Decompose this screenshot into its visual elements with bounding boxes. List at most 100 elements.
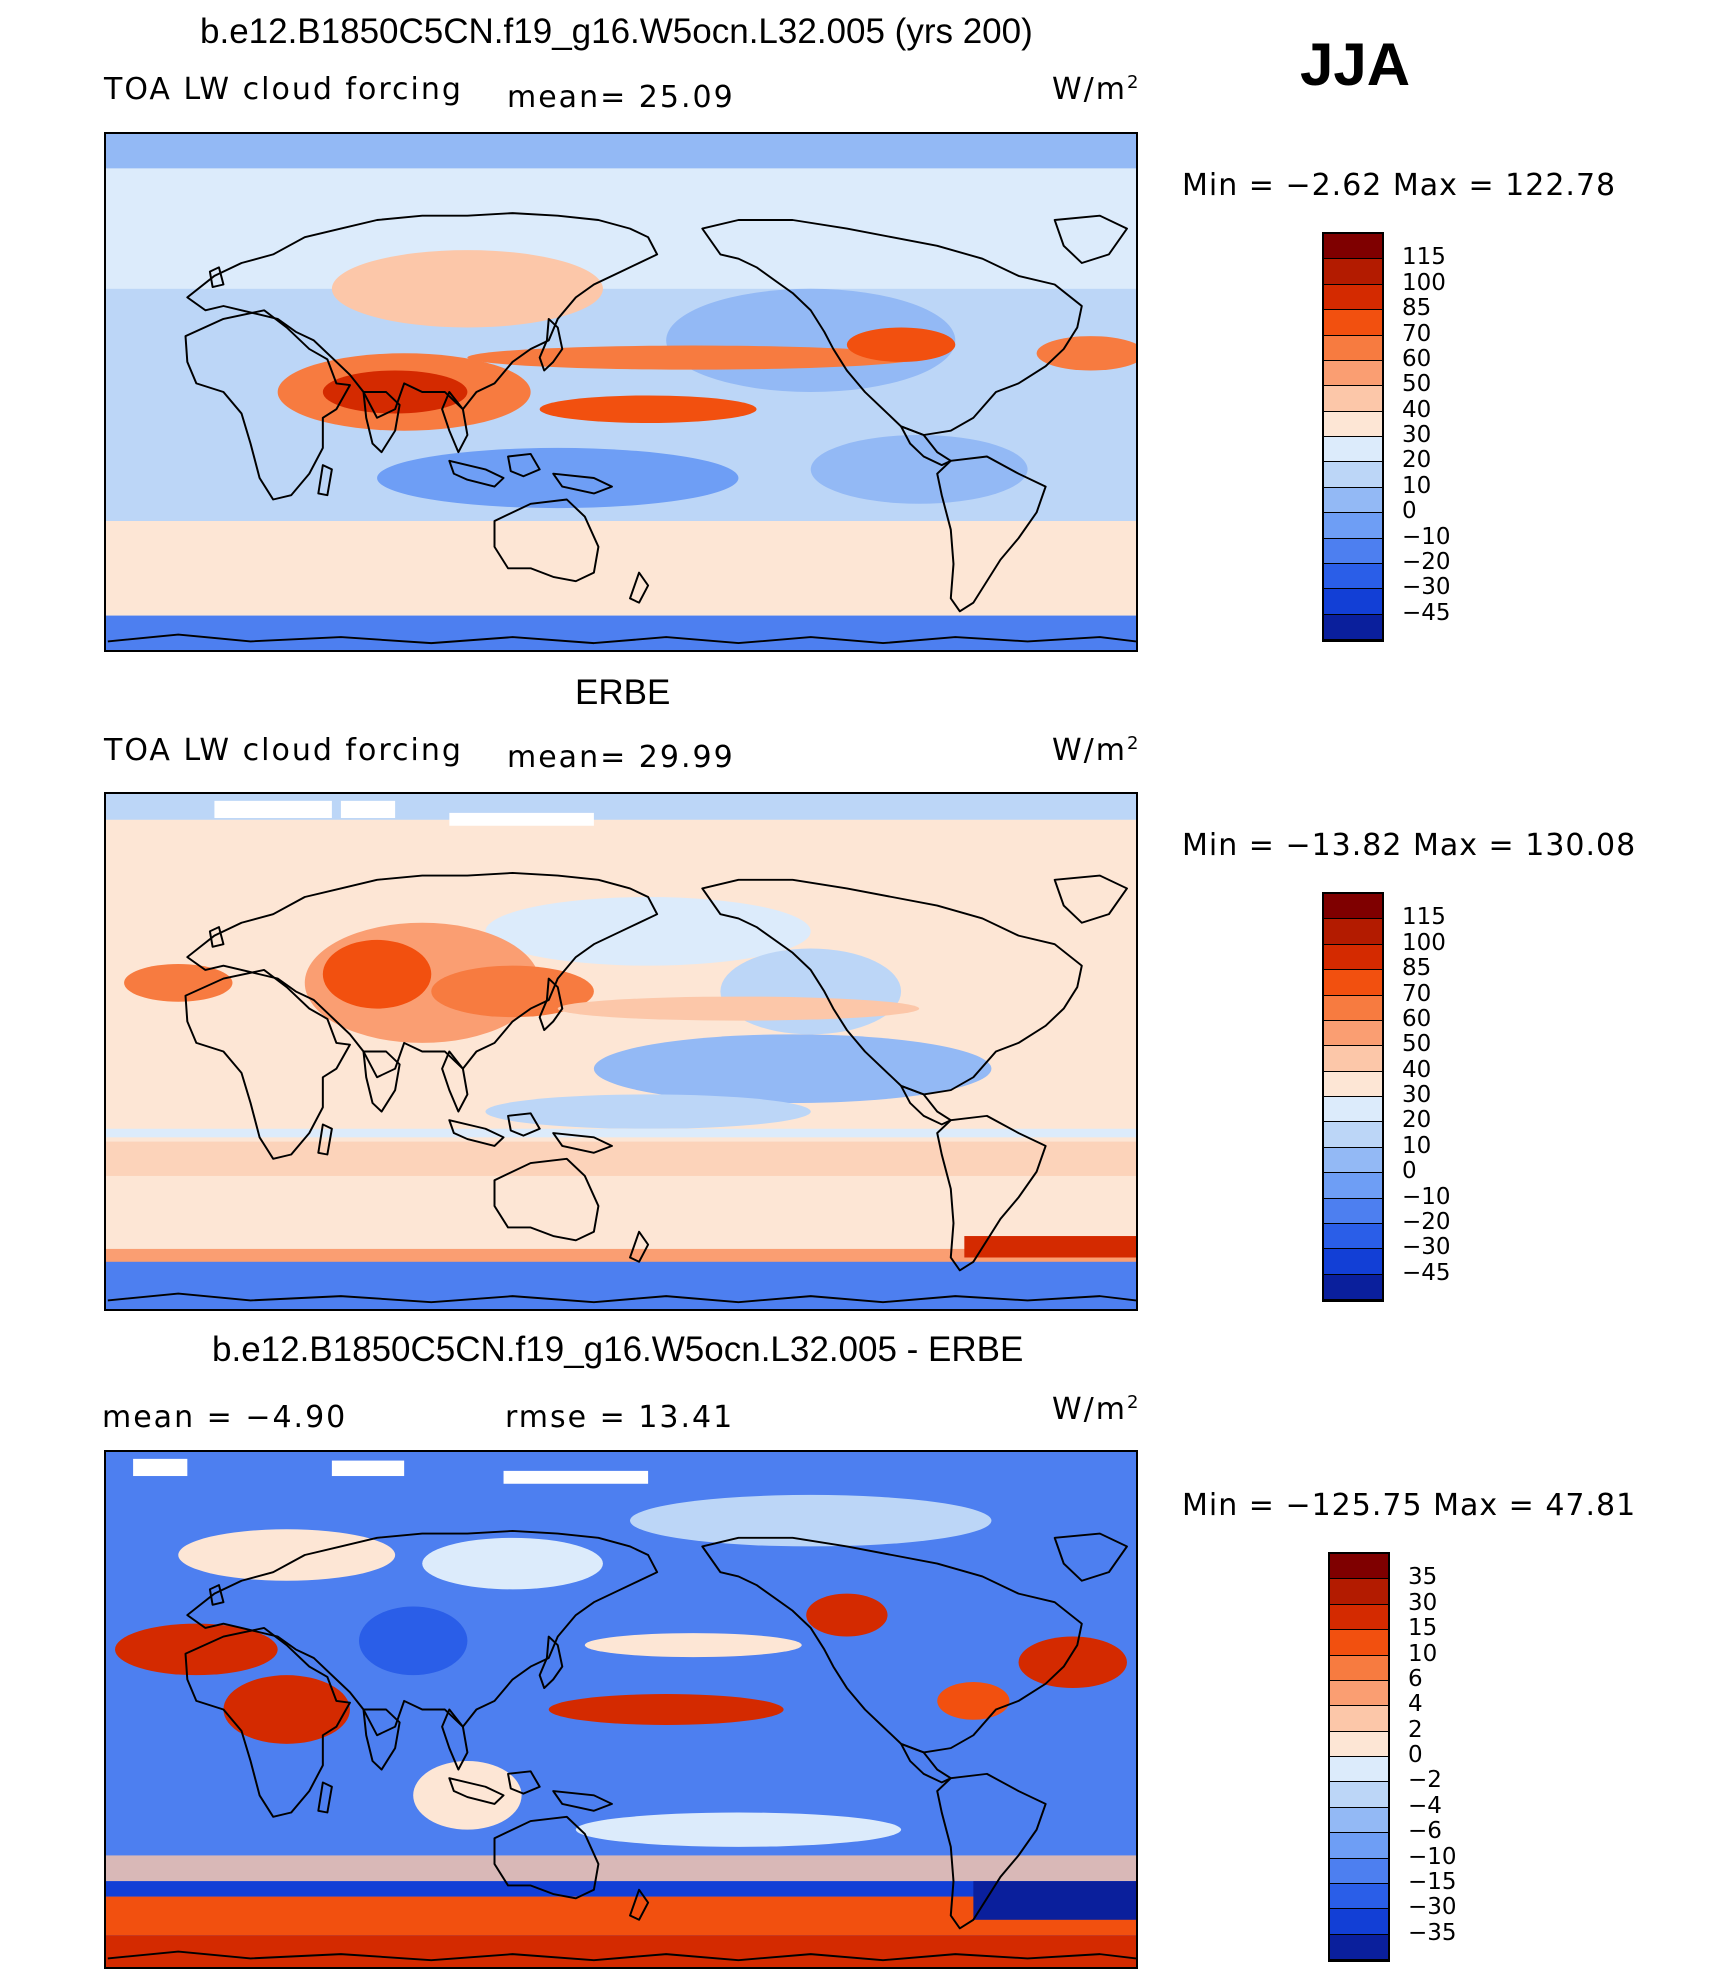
abs-colorbar-swatch bbox=[1324, 894, 1382, 920]
model-min-max: Min = −2.62 Max = 122.78 bbox=[1182, 168, 1617, 203]
abs-colorbar-tick-label: 70 bbox=[1402, 980, 1432, 1007]
diff-colorbar-swatch bbox=[1330, 1604, 1388, 1631]
abs-colorbar-tick-label: 100 bbox=[1402, 929, 1446, 956]
diff-colorbar-tick-label: −10 bbox=[1408, 1843, 1457, 1870]
abs-colorbar-tick-label: 60 bbox=[1402, 345, 1432, 372]
abs-colorbar-swatch bbox=[1324, 513, 1382, 539]
model-mean-value: 25.09 bbox=[638, 80, 735, 115]
abs-colorbar-swatch bbox=[1324, 1173, 1382, 1199]
abs-colorbar-tick-label: 10 bbox=[1402, 1132, 1432, 1159]
abs-colorbar-tick-label: −30 bbox=[1402, 574, 1451, 601]
obs-colorbar bbox=[1322, 892, 1384, 1302]
abs-colorbar-swatch bbox=[1324, 614, 1382, 640]
diff-colorbar-swatch bbox=[1330, 1680, 1388, 1707]
abs-colorbar-tick-label: 115 bbox=[1402, 904, 1446, 931]
diff-colorbar-swatch bbox=[1330, 1655, 1388, 1681]
unit-text: W/m bbox=[1052, 72, 1127, 107]
abs-colorbar-tick-label: 60 bbox=[1402, 1005, 1432, 1032]
abs-colorbar-swatch bbox=[1324, 538, 1382, 564]
diff-colorbar-swatch bbox=[1330, 1909, 1388, 1935]
abs-colorbar-tick-label: −45 bbox=[1402, 1259, 1451, 1286]
diff-min-max: Min = −125.75 Max = 47.81 bbox=[1182, 1488, 1637, 1523]
abs-colorbar-tick-label: −10 bbox=[1402, 523, 1451, 550]
model-map-field bbox=[106, 134, 1136, 650]
diff-colorbar-tick-label: 30 bbox=[1408, 1589, 1438, 1616]
abs-colorbar-swatch bbox=[1324, 360, 1382, 387]
abs-colorbar-tick-label: 100 bbox=[1402, 269, 1446, 296]
diff-colorbar-swatch bbox=[1330, 1630, 1388, 1656]
diff-colorbar-tick-label: −2 bbox=[1408, 1767, 1442, 1794]
abs-colorbar-tick-label: 0 bbox=[1402, 1158, 1417, 1185]
abs-colorbar-tick-label: 40 bbox=[1402, 396, 1432, 423]
diff-colorbar-tick-label: −35 bbox=[1408, 1919, 1457, 1946]
abs-colorbar-tick-label: 115 bbox=[1402, 244, 1446, 271]
abs-colorbar-tick-label: 20 bbox=[1402, 447, 1432, 474]
diff-rmse: rmse = 13.41 bbox=[505, 1400, 734, 1435]
abs-colorbar-swatch bbox=[1324, 1071, 1382, 1097]
unit-text: W/m bbox=[1052, 1392, 1127, 1427]
obs-mean-value: 29.99 bbox=[638, 740, 735, 775]
diff-colorbar-swatch bbox=[1330, 1579, 1388, 1605]
abs-colorbar-swatch bbox=[1324, 335, 1382, 361]
obs-unit-label: W/m2 bbox=[1052, 733, 1140, 768]
model-mean-label: mean= bbox=[507, 80, 628, 115]
obs-variable-label: TOA LW cloud forcing bbox=[104, 733, 463, 768]
obs-panel-title: ERBE bbox=[575, 673, 671, 712]
model-panel-title: b.e12.B1850C5CN.f19_g16.W5ocn.L32.005 (y… bbox=[200, 12, 1033, 51]
abs-colorbar-swatch bbox=[1324, 1147, 1382, 1174]
abs-colorbar-swatch bbox=[1324, 310, 1382, 336]
abs-colorbar-tick-label: −45 bbox=[1402, 599, 1451, 626]
abs-colorbar-swatch bbox=[1324, 1249, 1382, 1275]
diff-map-field bbox=[106, 1452, 1136, 1967]
unit-exponent: 2 bbox=[1127, 1392, 1141, 1413]
model-mean: mean= 25.09 bbox=[507, 80, 735, 115]
diff-colorbar-tick-label: −6 bbox=[1408, 1818, 1442, 1845]
abs-colorbar-tick-label: 50 bbox=[1402, 1031, 1432, 1058]
abs-colorbar-swatch bbox=[1324, 462, 1382, 488]
abs-colorbar-swatch bbox=[1324, 234, 1382, 260]
model-colorbar bbox=[1322, 232, 1384, 642]
abs-colorbar-tick-label: 40 bbox=[1402, 1056, 1432, 1083]
obs-mean: mean= 29.99 bbox=[507, 740, 735, 775]
abs-colorbar-tick-label: 20 bbox=[1402, 1107, 1432, 1134]
diff-rmse-value: 13.41 bbox=[638, 1400, 735, 1435]
diff-colorbar-swatch bbox=[1330, 1833, 1388, 1859]
unit-exponent: 2 bbox=[1127, 72, 1141, 93]
diff-colorbar-swatch bbox=[1330, 1757, 1388, 1783]
abs-colorbar-swatch bbox=[1324, 1046, 1382, 1072]
abs-colorbar-swatch bbox=[1324, 563, 1382, 590]
diff-colorbar-swatch bbox=[1330, 1883, 1388, 1910]
diff-colorbar-swatch bbox=[1330, 1706, 1388, 1732]
abs-colorbar-swatch bbox=[1324, 1122, 1382, 1148]
diff-colorbar-tick-label: −4 bbox=[1408, 1792, 1442, 1819]
diff-colorbar-tick-label: 35 bbox=[1408, 1564, 1438, 1591]
abs-colorbar-swatch bbox=[1324, 1274, 1382, 1300]
diff-unit-label: W/m2 bbox=[1052, 1392, 1140, 1427]
diff-colorbar-swatch bbox=[1330, 1807, 1388, 1834]
abs-colorbar-swatch bbox=[1324, 1097, 1382, 1123]
abs-colorbar-tick-label: 85 bbox=[1402, 955, 1432, 982]
abs-colorbar-swatch bbox=[1324, 411, 1382, 437]
diff-colorbar bbox=[1328, 1552, 1390, 1962]
abs-colorbar-tick-label: 30 bbox=[1402, 422, 1432, 448]
abs-colorbar-tick-label: 30 bbox=[1402, 1082, 1432, 1108]
abs-colorbar-tick-label: −20 bbox=[1402, 1208, 1451, 1235]
abs-colorbar-swatch bbox=[1324, 1020, 1382, 1047]
abs-colorbar-swatch bbox=[1324, 970, 1382, 996]
abs-colorbar-tick-label: 50 bbox=[1402, 371, 1432, 398]
abs-colorbar-swatch bbox=[1324, 1223, 1382, 1250]
diff-colorbar-swatch bbox=[1330, 1858, 1388, 1884]
abs-colorbar-tick-label: −20 bbox=[1402, 548, 1451, 575]
abs-colorbar-swatch bbox=[1324, 919, 1382, 945]
abs-colorbar-swatch bbox=[1324, 995, 1382, 1021]
abs-colorbar-tick-label: 10 bbox=[1402, 472, 1432, 499]
abs-colorbar-swatch bbox=[1324, 386, 1382, 412]
model-map bbox=[104, 132, 1138, 652]
abs-colorbar-swatch bbox=[1324, 259, 1382, 285]
obs-mean-label: mean= bbox=[507, 740, 628, 775]
model-variable-label: TOA LW cloud forcing bbox=[104, 72, 463, 107]
abs-colorbar-swatch bbox=[1324, 944, 1382, 971]
season-label: JJA bbox=[1300, 31, 1411, 98]
diff-colorbar-tick-label: 6 bbox=[1408, 1665, 1423, 1692]
abs-colorbar-tick-label: 70 bbox=[1402, 320, 1432, 347]
